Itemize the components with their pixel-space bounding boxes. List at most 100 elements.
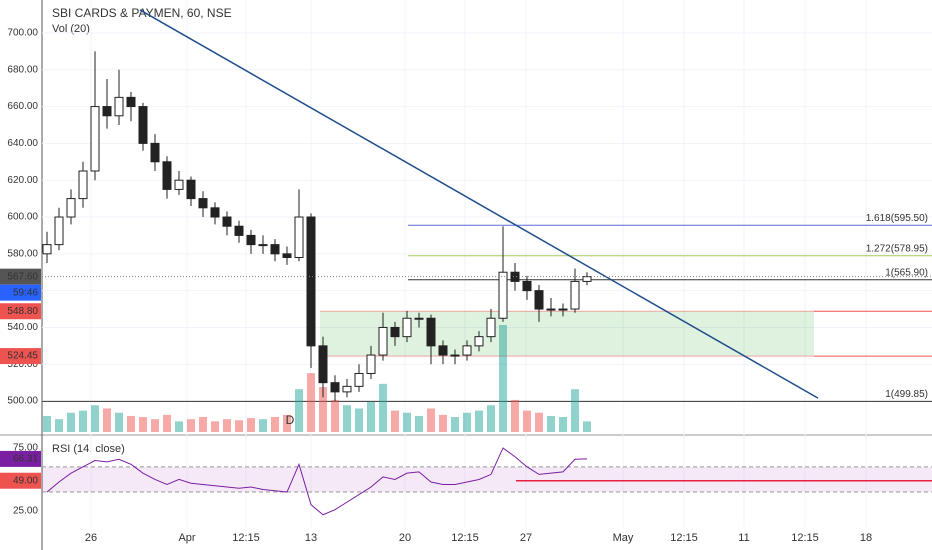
candle-body	[246, 234, 256, 246]
candle-body	[462, 345, 472, 356]
candle-body	[102, 106, 112, 117]
volume-bar	[355, 408, 363, 432]
y-tick-label: 680.00	[7, 64, 38, 75]
rsi-badge-bg	[0, 450, 41, 467]
volume-bar	[187, 419, 195, 432]
x-tick-label: 11	[738, 532, 749, 544]
volume-bar	[367, 402, 375, 432]
candle-body	[270, 244, 280, 255]
volume-bar	[307, 373, 315, 432]
y-tick-label: 600.00	[7, 212, 38, 223]
volume-bar	[523, 410, 531, 432]
volume-bar	[235, 420, 243, 432]
candle-body	[222, 216, 232, 227]
countdown-badge-bg	[0, 284, 41, 301]
candle-body	[474, 336, 484, 347]
volume-bar	[223, 419, 231, 432]
candle-body	[234, 225, 244, 236]
volume-bar	[343, 405, 351, 432]
rsi-tick-label: 25.00	[13, 506, 38, 517]
fib-label: 1(499.85)	[885, 389, 928, 400]
volume-bar	[67, 412, 75, 432]
volume-bar	[379, 383, 387, 432]
candle-body	[438, 345, 448, 356]
rsi-line	[46, 447, 588, 516]
volume-bar	[295, 389, 303, 432]
candle-body	[522, 280, 532, 292]
volume-bar	[583, 421, 591, 432]
volume-bar	[247, 418, 255, 432]
candle-body	[42, 244, 52, 255]
x-tick-label: 18	[860, 532, 872, 544]
candle-body	[402, 317, 412, 338]
volume-bar	[91, 405, 99, 432]
candle-body	[210, 207, 220, 218]
y-tick-label: 520.00	[7, 359, 38, 370]
trendline	[139, 9, 819, 399]
candle-body	[258, 244, 268, 247]
volume-bar	[475, 410, 483, 432]
volume-bar	[43, 415, 51, 432]
candle-body	[510, 271, 520, 282]
x-tick-label: 20	[399, 532, 411, 544]
volume-bar	[163, 414, 171, 432]
volume-bar	[103, 408, 111, 432]
volume-bar	[403, 412, 411, 432]
y-tick-label: 540.00	[7, 322, 38, 333]
x-tick-label: 27	[520, 532, 532, 544]
volume-bar	[259, 419, 267, 432]
rsi-label: RSI (14, close)	[52, 443, 125, 455]
marker: D	[286, 413, 295, 427]
x-tick-label: 12:15	[451, 532, 479, 544]
volume-bar	[463, 412, 471, 432]
rsi-badge: 66.31	[13, 454, 38, 465]
candle-body	[378, 326, 388, 356]
volume-bar	[559, 417, 567, 432]
candle-body	[162, 161, 172, 190]
volume-bar	[427, 408, 435, 432]
candle-body	[114, 96, 124, 117]
candle-body	[282, 253, 292, 259]
zone-badge-bg	[0, 348, 41, 365]
zone-badge: 524.45	[7, 351, 38, 362]
volume-bar	[415, 415, 423, 432]
candle-body	[546, 308, 556, 311]
volume-bar	[439, 414, 447, 432]
candle-body	[330, 382, 340, 393]
rsi-level-badge-bg	[0, 472, 41, 489]
candle-body	[366, 354, 376, 374]
volume-bar	[331, 399, 339, 432]
volume-bar	[79, 410, 87, 432]
volume-bar	[535, 412, 543, 432]
candle-body	[582, 276, 592, 282]
candle-body	[54, 216, 64, 246]
candle-body	[306, 216, 316, 347]
rsi-band	[42, 466, 932, 493]
candle-body	[294, 216, 304, 259]
volume-bar	[55, 419, 63, 432]
volume-bar	[271, 417, 279, 432]
rsi-level-badge: 49.00	[13, 475, 38, 486]
volume-bar	[151, 419, 159, 432]
candle-body	[534, 290, 544, 310]
volume-bar	[391, 410, 399, 432]
candle-body	[390, 326, 400, 338]
candle-body	[318, 345, 328, 384]
volume-bar	[127, 415, 135, 432]
zone-badge-bg	[0, 303, 41, 320]
candle-body	[426, 317, 436, 347]
candle-body	[450, 354, 460, 357]
volume-bar	[283, 414, 291, 432]
x-tick-label: 12:15	[670, 532, 698, 544]
candle-body	[414, 317, 424, 320]
fib-label: 1(565.90)	[885, 267, 928, 278]
x-tick-label: May	[613, 532, 634, 544]
volume-bar	[547, 415, 555, 432]
y-tick-label: 620.00	[7, 175, 38, 186]
volume-bar	[571, 389, 579, 432]
y-tick-label: 640.00	[7, 138, 38, 149]
x-tick-label: 12:15	[232, 532, 260, 544]
y-tick-label: 660.00	[7, 101, 38, 112]
volume-label: Vol (20)	[52, 23, 90, 35]
